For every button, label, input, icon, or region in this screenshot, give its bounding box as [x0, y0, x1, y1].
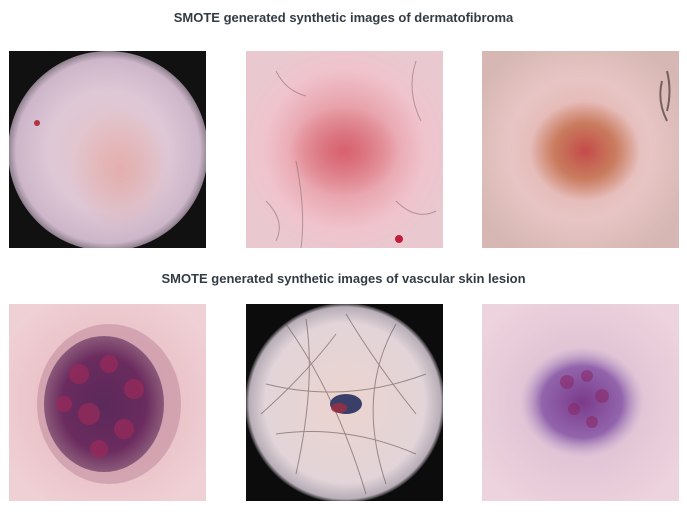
vascular-lesion-image-2 — [246, 304, 443, 501]
dermatofibroma-image-3 — [482, 51, 679, 248]
dermatofibroma-image-2 — [246, 51, 443, 248]
dermatofibroma-image-1 — [9, 51, 206, 248]
vascular-lesion-image-3 — [482, 304, 679, 501]
section-title-dermatofibroma: SMOTE generated synthetic images of derm… — [173, 10, 514, 25]
section-title-vascular: SMOTE generated synthetic images of vasc… — [161, 271, 526, 286]
vascular-lesion-image-1 — [9, 304, 206, 501]
